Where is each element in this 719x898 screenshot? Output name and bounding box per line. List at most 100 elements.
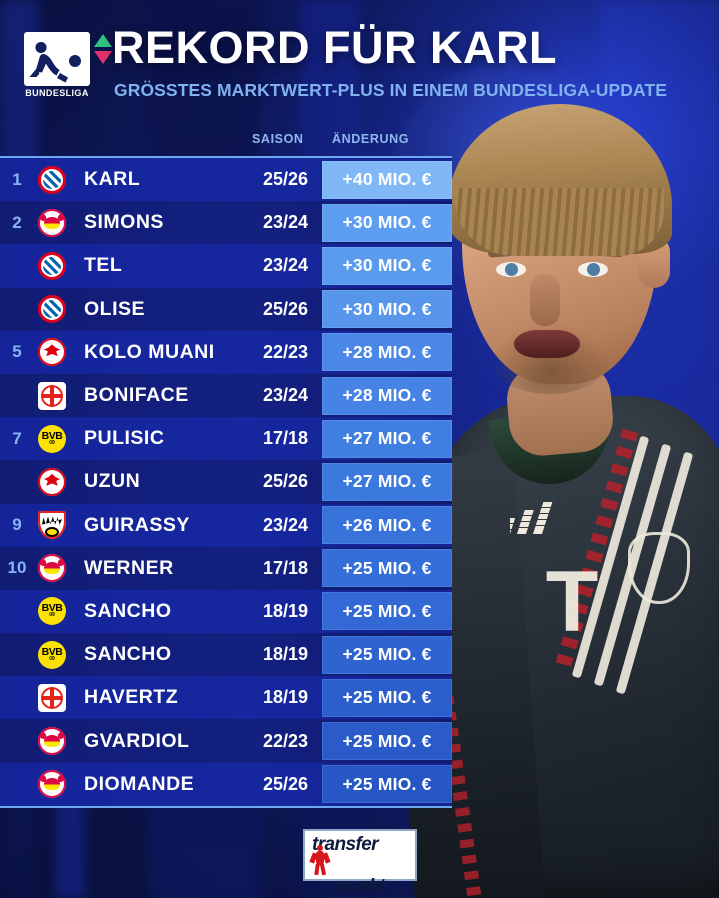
table-row[interactable]: 10 WERNER 17/18 +25 MIO. €: [0, 546, 452, 590]
change-value-bar: +27 MIO. €: [322, 462, 452, 501]
table-row[interactable]: 1 KARL 25/26 +40 MIO. €: [0, 158, 452, 202]
player-mouth: [514, 330, 580, 358]
club-crest-cell: BVB 09: [36, 640, 70, 670]
club-crest-cell: [36, 467, 70, 497]
club-crest-bayern: [38, 295, 66, 324]
club-crest-rb-leipzig: [38, 770, 66, 799]
season-cell: 25/26: [262, 773, 308, 794]
club-crest-cell: [36, 294, 70, 324]
club-crest-cell: [36, 553, 70, 583]
rank-cell: 5: [12, 342, 22, 362]
rank-cell: 9: [12, 515, 22, 535]
change-value-bar: +40 MIO. €: [322, 160, 452, 199]
table-row[interactable]: 9 GUIRASSY 23/24 +26 MIO. €: [0, 503, 452, 547]
club-crest-eintracht-frankfurt: [38, 467, 66, 496]
arrow-up-icon: [94, 34, 112, 47]
player-name-cell: OLISE: [84, 297, 146, 320]
club-crest-cell: BVB 09: [36, 596, 70, 626]
change-value-bar: +30 MIO. €: [322, 290, 452, 329]
rank-cell: 2: [12, 212, 22, 232]
club-crest-cell: [36, 510, 70, 540]
rank-cell: 1: [12, 169, 22, 189]
player-iris: [505, 263, 518, 276]
season-cell: 25/26: [262, 471, 308, 492]
club-crest-eintracht-frankfurt: [38, 338, 66, 367]
table-row[interactable]: BVB 09 SANCHO 18/19 +25 MIO. €: [0, 589, 452, 634]
column-header-season: SAISON: [252, 132, 304, 146]
player-iris: [587, 263, 600, 276]
table-row[interactable]: BONIFACE 23/24 +28 MIO. €: [0, 373, 452, 418]
club-crest-cell: BVB 09: [36, 424, 70, 454]
rank-cell: 7: [12, 428, 22, 448]
club-crest-jersey: [628, 532, 690, 604]
club-crest-rb-leipzig: [38, 208, 66, 237]
club-crest-rb-leipzig: [38, 554, 66, 583]
transfermarkt-logo-row: markt: [310, 855, 410, 897]
rank-cell: 10: [7, 558, 27, 578]
club-crest-cell: [36, 165, 70, 195]
table-row[interactable]: 2 SIMONS 23/24 +30 MIO. €: [0, 201, 452, 245]
player-photo: T: [392, 96, 719, 898]
season-cell: 25/26: [262, 169, 308, 190]
bundesliga-logo: BUNDESLIGA: [24, 32, 112, 102]
table-row[interactable]: DIOMANDE 25/26 +25 MIO. €: [0, 762, 452, 806]
season-cell: 23/24: [262, 385, 308, 406]
table-row[interactable]: 7 BVB 09 PULISIC 17/18 +27 MIO. €: [0, 417, 452, 461]
club-crest-bayern: [38, 165, 66, 194]
change-value-bar: +26 MIO. €: [322, 506, 452, 545]
player-name-cell: SANCHO: [84, 599, 172, 622]
table-row[interactable]: UZUN 25/26 +27 MIO. €: [0, 460, 452, 504]
runner-icon: [309, 845, 331, 876]
season-cell: 17/18: [262, 557, 308, 578]
bundesliga-mark: [24, 32, 90, 86]
club-crest-borussia-dortmund: BVB 09: [38, 597, 66, 626]
change-value-bar: +28 MIO. €: [322, 333, 452, 372]
ranking-table: SAISON ÄNDERUNG 1 KARL 25/26 +40 MIO. € 2 SIM…: [0, 128, 452, 808]
column-header-change: ÄNDERUNG: [332, 132, 410, 146]
player-name-cell: HAVERTZ: [84, 686, 179, 709]
club-crest-borussia-dortmund: BVB 09: [38, 640, 66, 669]
bundesliga-wordmark: BUNDESLIGA: [25, 88, 89, 98]
club-crest-cell: [36, 337, 70, 367]
page-title: REKORD FÜR KARL: [112, 22, 557, 73]
table-row[interactable]: BVB 09 SANCHO 18/19 +25 MIO. €: [0, 633, 452, 677]
season-cell: 18/19: [262, 644, 308, 665]
trend-arrows: [94, 34, 114, 68]
change-value-bar: +25 MIO. €: [322, 678, 452, 717]
player-nose: [530, 274, 560, 326]
change-value-bar: +30 MIO. €: [322, 246, 452, 285]
header: BUNDESLIGA REKORD FÜR KARL GRÖSSTES MARK…: [0, 0, 719, 118]
season-cell: 23/24: [262, 514, 308, 535]
club-crest-cell: [36, 683, 70, 713]
transfermarkt-logo[interactable]: transfer markt: [303, 829, 417, 897]
player-hair-fringe: [454, 188, 664, 256]
table-row[interactable]: GVARDIOL 22/23 +25 MIO. €: [0, 719, 452, 763]
season-cell: 23/24: [262, 212, 308, 233]
season-cell: 25/26: [262, 298, 308, 319]
club-crest-rb-leipzig: [38, 727, 66, 756]
transfermarkt-logo-row: transfer: [310, 834, 410, 855]
club-crest-cell: [36, 381, 70, 411]
club-crest-bayern: [38, 251, 66, 280]
player-name-cell: UZUN: [84, 470, 141, 493]
club-crest-borussia-dortmund: BVB 09: [38, 424, 66, 453]
change-value-bar: +25 MIO. €: [322, 592, 452, 631]
club-crest-cell: [36, 769, 70, 799]
table-bottom-rule: [0, 805, 452, 808]
player-name-cell: DIOMANDE: [84, 772, 195, 795]
season-cell: 17/18: [262, 428, 308, 449]
change-value-bar: +25 MIO. €: [322, 635, 452, 674]
player-name-cell: WERNER: [84, 556, 174, 579]
club-crest-cell: [36, 251, 70, 281]
table-row[interactable]: OLISE 25/26 +30 MIO. €: [0, 287, 452, 331]
change-value-bar: +25 MIO. €: [322, 765, 452, 804]
season-cell: 22/23: [262, 341, 308, 362]
player-name-cell: TEL: [84, 254, 123, 277]
table-row[interactable]: 5 KOLO MUANI 22/23 +28 MIO. €: [0, 330, 452, 374]
change-value-bar: +30 MIO. €: [322, 203, 452, 242]
table-row[interactable]: TEL 23/24 +30 MIO. €: [0, 244, 452, 288]
player-name-cell: KOLO MUANI: [84, 340, 215, 363]
table-header: SAISON ÄNDERUNG: [0, 128, 452, 156]
table-row[interactable]: HAVERTZ 18/19 +25 MIO. €: [0, 676, 452, 720]
season-cell: 18/19: [262, 600, 308, 621]
